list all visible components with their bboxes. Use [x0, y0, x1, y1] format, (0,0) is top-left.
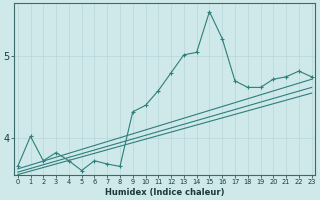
- X-axis label: Humidex (Indice chaleur): Humidex (Indice chaleur): [105, 188, 224, 197]
